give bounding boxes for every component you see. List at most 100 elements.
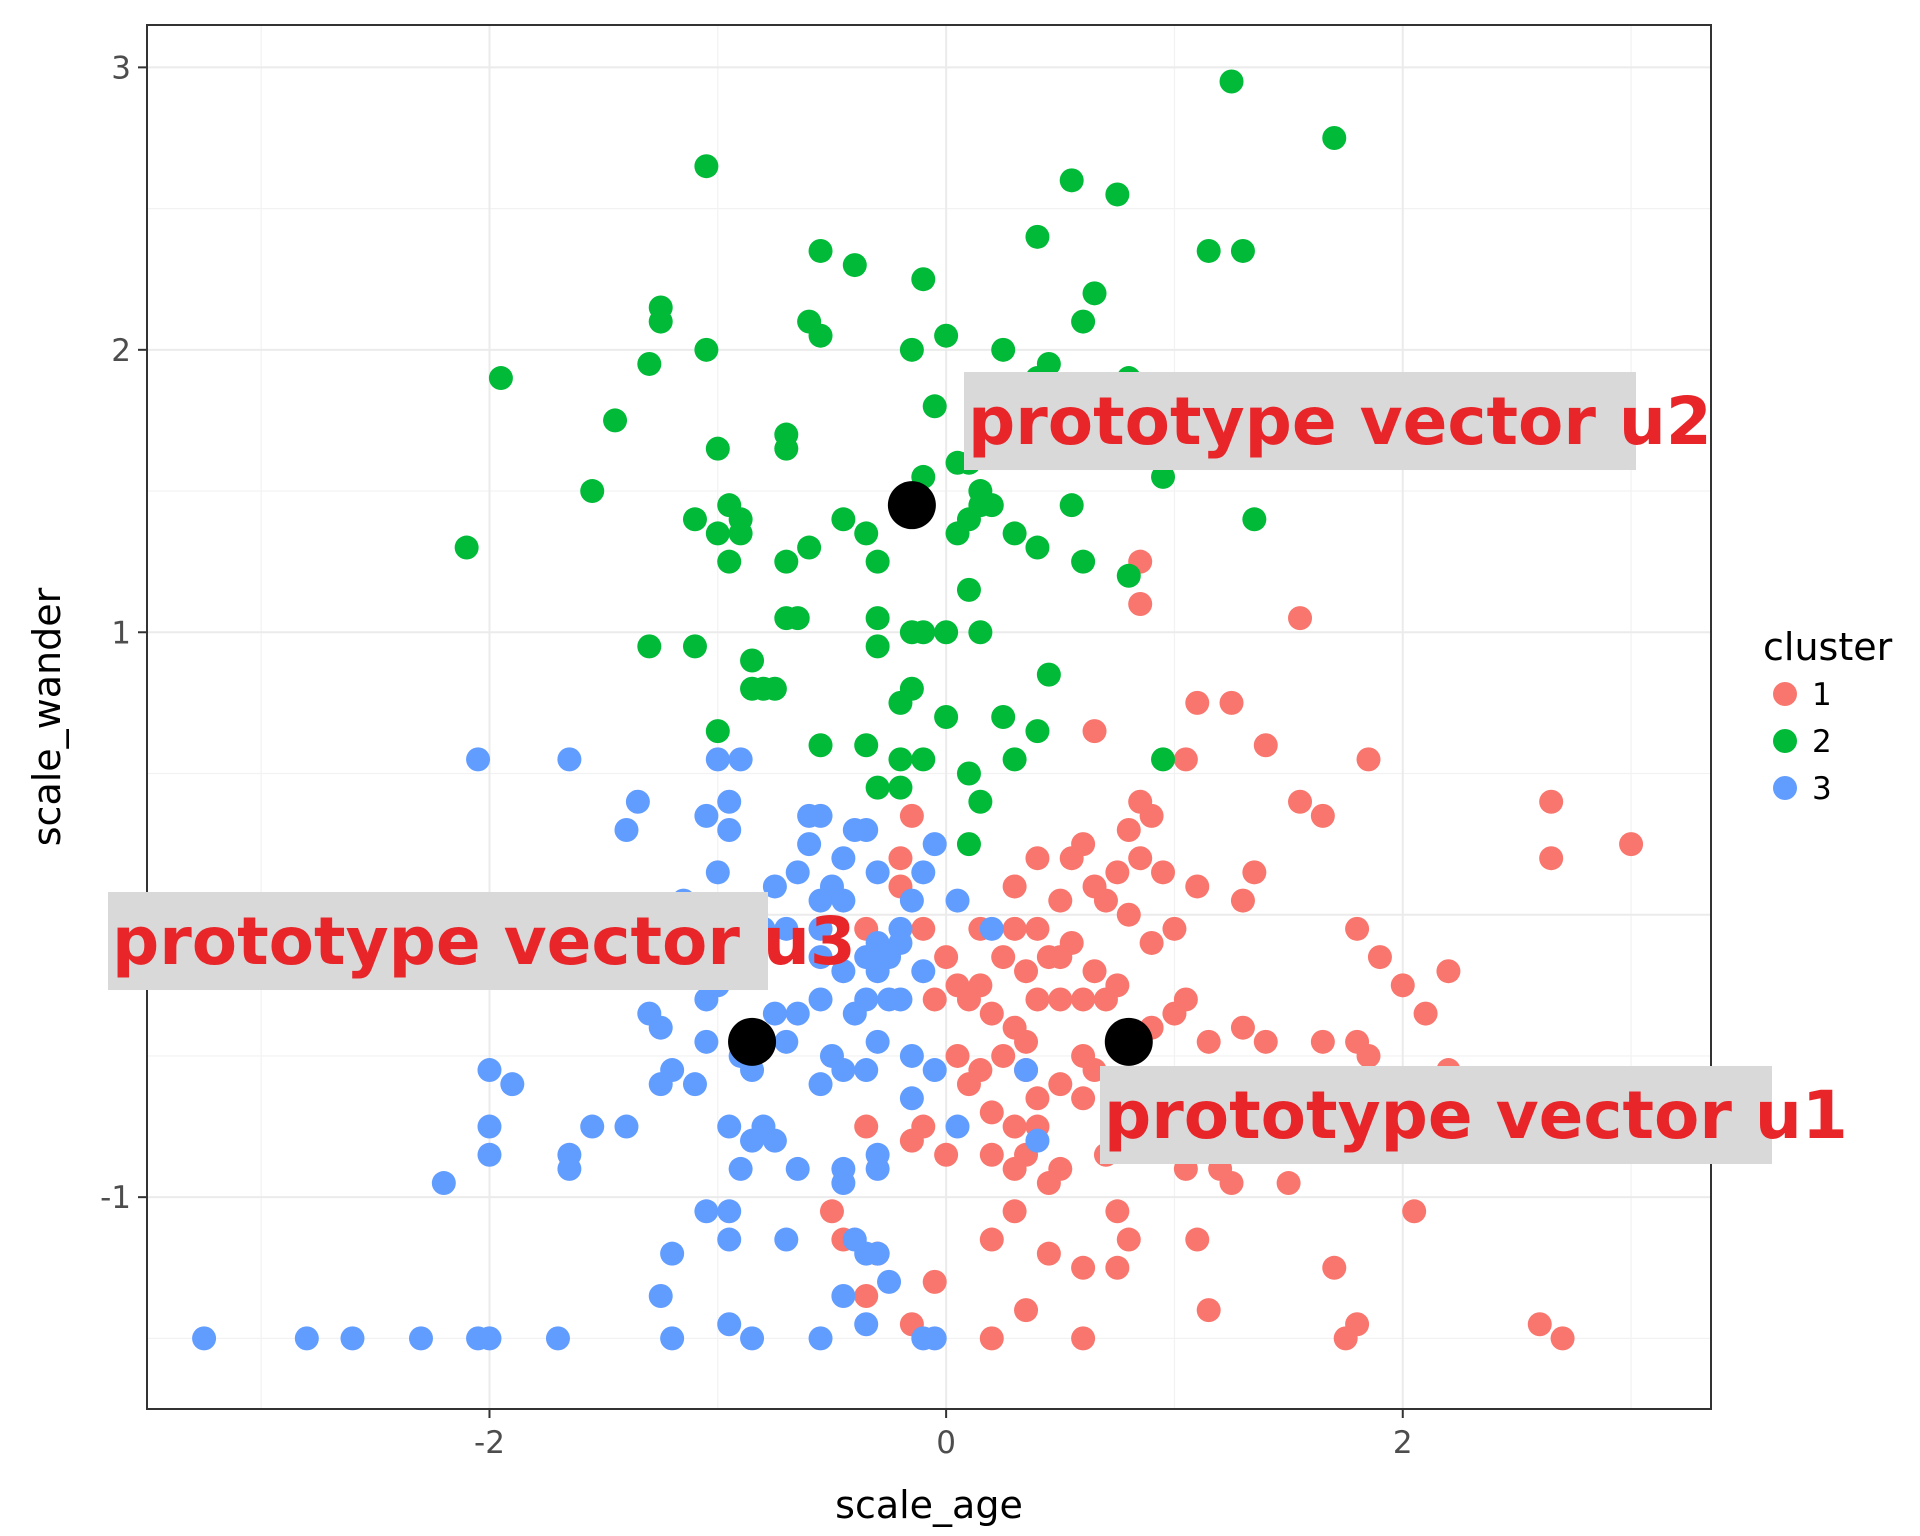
point-cluster-3 bbox=[945, 1114, 970, 1139]
point-cluster-2 bbox=[956, 761, 981, 786]
point-cluster-1 bbox=[1173, 747, 1198, 772]
point-cluster-3 bbox=[785, 1001, 810, 1026]
prototype-point-u1 bbox=[1104, 1017, 1153, 1066]
point-cluster-1 bbox=[1356, 747, 1381, 772]
legend-title: cluster bbox=[1763, 625, 1893, 669]
point-cluster-1 bbox=[1025, 846, 1050, 871]
point-cluster-2 bbox=[797, 535, 822, 560]
point-cluster-2 bbox=[1242, 507, 1267, 532]
point-cluster-1 bbox=[1310, 803, 1335, 828]
point-cluster-1 bbox=[1185, 874, 1210, 899]
point-cluster-2 bbox=[945, 450, 970, 475]
point-cluster-3 bbox=[717, 1227, 742, 1252]
y-tick-label: -1 bbox=[100, 1180, 131, 1216]
point-cluster-3 bbox=[694, 1029, 719, 1054]
point-cluster-1 bbox=[1116, 1227, 1141, 1252]
point-cluster-1 bbox=[979, 1100, 1004, 1125]
point-cluster-3 bbox=[808, 987, 833, 1012]
point-cluster-1 bbox=[1539, 789, 1564, 814]
y-tick-label: 3 bbox=[111, 50, 131, 86]
point-cluster-3 bbox=[192, 1326, 217, 1351]
point-cluster-2 bbox=[888, 690, 913, 715]
point-cluster-2 bbox=[865, 549, 890, 574]
point-cluster-3 bbox=[648, 1072, 673, 1097]
point-cluster-3 bbox=[888, 930, 913, 955]
annotation-u2-text: prototype vector u2 bbox=[968, 383, 1712, 460]
point-cluster-3 bbox=[717, 1114, 742, 1139]
point-cluster-3 bbox=[922, 1326, 947, 1351]
point-cluster-2 bbox=[865, 775, 890, 800]
point-cluster-1 bbox=[1539, 846, 1564, 871]
point-cluster-2 bbox=[934, 620, 959, 645]
point-cluster-3 bbox=[580, 1114, 605, 1139]
point-cluster-1 bbox=[1002, 874, 1027, 899]
point-cluster-2 bbox=[911, 747, 936, 772]
y-tick-label: 1 bbox=[111, 615, 131, 651]
point-cluster-1 bbox=[1036, 1171, 1061, 1196]
point-cluster-1 bbox=[1436, 959, 1461, 984]
point-cluster-1 bbox=[1048, 987, 1073, 1012]
point-cluster-2 bbox=[488, 366, 513, 391]
x-axis-title: scale_age bbox=[835, 1483, 1023, 1527]
point-cluster-2 bbox=[774, 436, 799, 461]
point-cluster-3 bbox=[762, 874, 787, 899]
point-cluster-3 bbox=[728, 1156, 753, 1181]
point-cluster-3 bbox=[854, 817, 879, 842]
point-cluster-2 bbox=[728, 521, 753, 546]
point-cluster-2 bbox=[1025, 224, 1050, 249]
point-cluster-2 bbox=[705, 436, 730, 461]
point-cluster-2 bbox=[751, 676, 776, 701]
point-cluster-2 bbox=[968, 789, 993, 814]
point-cluster-1 bbox=[1093, 888, 1118, 913]
point-cluster-2 bbox=[956, 832, 981, 857]
point-cluster-3 bbox=[922, 1058, 947, 1083]
point-cluster-1 bbox=[1402, 1199, 1427, 1224]
point-cluster-3 bbox=[774, 1227, 799, 1252]
point-cluster-2 bbox=[1002, 521, 1027, 546]
point-cluster-2 bbox=[1230, 238, 1255, 263]
point-cluster-3 bbox=[774, 1029, 799, 1054]
point-cluster-2 bbox=[808, 733, 833, 758]
point-cluster-1 bbox=[1219, 1171, 1244, 1196]
point-cluster-2 bbox=[808, 323, 833, 348]
point-cluster-3 bbox=[682, 1072, 707, 1097]
point-cluster-2 bbox=[454, 535, 479, 560]
point-cluster-1 bbox=[1550, 1326, 1575, 1351]
point-cluster-3 bbox=[911, 860, 936, 885]
point-cluster-1 bbox=[1014, 1029, 1039, 1054]
point-cluster-1 bbox=[1196, 1298, 1221, 1323]
point-cluster-2 bbox=[682, 507, 707, 532]
x-tick-label: 0 bbox=[936, 1425, 956, 1461]
point-cluster-3 bbox=[865, 1241, 890, 1266]
point-cluster-1 bbox=[991, 945, 1016, 970]
point-cluster-3 bbox=[648, 1284, 673, 1309]
point-cluster-2 bbox=[899, 337, 924, 362]
point-cluster-1 bbox=[1014, 959, 1039, 984]
point-cluster-2 bbox=[888, 747, 913, 772]
point-cluster-3 bbox=[740, 1326, 765, 1351]
point-cluster-2 bbox=[911, 267, 936, 292]
point-cluster-2 bbox=[603, 408, 628, 433]
point-cluster-2 bbox=[637, 634, 662, 659]
annotation-u1: prototype vector u1 bbox=[1100, 1066, 1848, 1164]
point-cluster-1 bbox=[1105, 860, 1130, 885]
point-cluster-3 bbox=[774, 916, 799, 941]
legend-label-3: 3 bbox=[1812, 771, 1832, 807]
point-cluster-2 bbox=[922, 394, 947, 419]
point-cluster-2 bbox=[854, 733, 879, 758]
point-cluster-2 bbox=[1116, 563, 1141, 588]
point-cluster-1 bbox=[1253, 733, 1278, 758]
point-cluster-1 bbox=[1048, 945, 1073, 970]
legend-entry-1: 1 bbox=[1773, 677, 1832, 713]
point-cluster-3 bbox=[717, 1199, 742, 1224]
point-cluster-1 bbox=[1116, 817, 1141, 842]
point-cluster-3 bbox=[660, 1241, 685, 1266]
y-axis-title: scale_wander bbox=[25, 587, 69, 846]
point-cluster-1 bbox=[979, 1001, 1004, 1026]
panel-border bbox=[146, 24, 1712, 1410]
point-cluster-2 bbox=[1025, 719, 1050, 744]
point-cluster-2 bbox=[1105, 182, 1130, 207]
point-cluster-2 bbox=[1059, 168, 1084, 193]
legend-label-1: 1 bbox=[1812, 677, 1832, 713]
point-cluster-1 bbox=[934, 1142, 959, 1167]
